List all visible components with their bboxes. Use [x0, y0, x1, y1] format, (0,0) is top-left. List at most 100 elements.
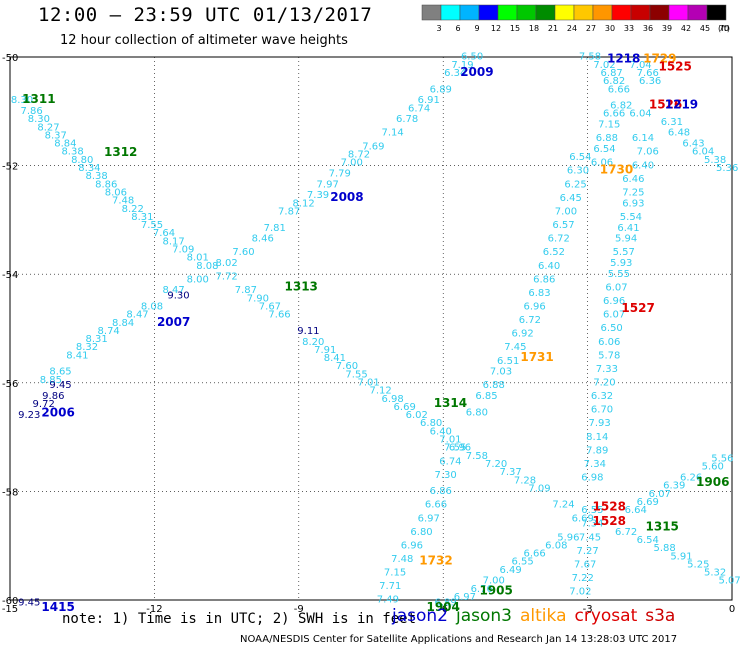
x-tick-label: -9 — [294, 604, 304, 615]
map-title: 12:00 — 23:59 UTC 01/13/2017 — [38, 4, 373, 26]
wave-height-value: 7.48 — [391, 554, 413, 565]
track-s3a-1525: 7.047.666.36 6.04 6.14 7.06 6.40 6.316.486.43… — [629, 60, 738, 174]
wave-height-value: 5.91 — [670, 551, 692, 562]
wave-height-value: 5.96 — [557, 532, 579, 543]
satellite-jason2: jason2 — [392, 606, 448, 626]
wave-height-value: 6.50 — [461, 52, 483, 63]
y-tick-label: -60 — [2, 596, 18, 607]
wave-height-value: 6.54 — [637, 535, 659, 546]
wave-height-value: 6.55 — [581, 505, 603, 516]
wave-height-value: 7.45 — [579, 532, 601, 543]
map-grid — [9, 56, 733, 601]
wave-height-value: 6.26 — [680, 473, 702, 484]
wave-height-value: 7.25 — [622, 187, 644, 198]
wave-height-value: 6.49 — [499, 565, 521, 576]
wave-height-value: 5.93 — [610, 258, 632, 269]
wave-height-value: 8.84 — [54, 139, 76, 150]
wave-height-value: 6.07 — [603, 310, 625, 321]
map-subtitle: 12 hour collection of altimeter wave hei… — [60, 33, 348, 48]
wave-height-value: 6.86 — [430, 486, 452, 497]
wave-height-value: 7.00 — [341, 158, 363, 169]
wave-height-value: 7.37 — [499, 467, 521, 478]
pass-number-label: 1218 — [607, 51, 640, 65]
wave-height-value: 9.11 — [297, 326, 319, 337]
legend-label: 21 — [548, 24, 558, 33]
legend-label: 9 — [474, 24, 479, 33]
wave-height-value: 8.65 — [49, 367, 71, 378]
wave-height-value: 6.72 — [615, 527, 637, 538]
wave-height-value: 7.45 — [504, 342, 526, 353]
wave-height-value: 6.64 — [625, 505, 647, 516]
wave-height-value: 6.66 — [524, 549, 546, 560]
wave-height-value: 6.06 — [591, 158, 613, 169]
wave-height-value: 7.00 — [555, 206, 577, 217]
wave-height-value: 6.32 — [591, 391, 613, 402]
wave-height-value: 8.31 — [86, 334, 108, 345]
wave-height-value: 7.20 — [593, 378, 615, 389]
wave-height-value: 7.28 — [514, 475, 536, 486]
track-jason2-2006-lower: 9.459.869.729.239.309.119.45 — [18, 291, 319, 609]
wave-height-value: 6.57 — [552, 220, 574, 231]
wave-height-value: 7.15 — [384, 568, 406, 579]
satellite-jason3: jason3 — [456, 606, 512, 626]
pass-number-label: 1730 — [600, 163, 633, 177]
wave-height-value: 6.91 — [418, 95, 440, 106]
wave-height-value: 8.32 — [76, 342, 98, 353]
wave-height-value: 8.72 — [348, 149, 370, 160]
x-tick-label: 0 — [729, 604, 735, 615]
wave-height-value: 6.07 — [605, 282, 627, 293]
wave-height-value: 8.17 — [163, 236, 185, 247]
credit-line: NOAA/NESDIS Center for Satellite Applica… — [240, 634, 678, 645]
legend-swatch — [421, 4, 442, 21]
wave-height-value: 7.55 — [141, 220, 163, 231]
wave-height-value: 5.78 — [598, 350, 620, 361]
track-jason2-2006-2009: 8.858.658.418.328.318.748.848.478.088.47… — [40, 52, 483, 386]
footer-note: note: 1) Time is in UTC; 2) SWH is in fe… — [62, 611, 417, 627]
wave-height-value: 8.06 — [105, 187, 127, 198]
wave-height-value: 6.34 — [444, 68, 466, 79]
wave-height-value: 6.96 — [401, 540, 423, 551]
pass-number-label: 1732 — [419, 554, 452, 568]
wave-height-value: 6.89 — [430, 84, 452, 95]
wave-height-value: 7.86 — [21, 106, 43, 117]
wave-height-value: 5.57 — [613, 247, 635, 258]
wave-height-value: 8.74 — [98, 326, 120, 337]
wave-height-value: 6.30 — [567, 166, 589, 177]
y-tick-label: -56 — [2, 379, 18, 390]
wave-height-value: 7.69 — [362, 141, 384, 152]
wave-height-value: 7.66 — [268, 310, 290, 321]
wave-height-value: 6.74 — [408, 103, 430, 114]
wave-height-value: 8.41 — [324, 353, 346, 364]
wave-height-value: 6.69 — [637, 497, 659, 508]
wave-height-value: 5.60 — [702, 462, 724, 473]
wave-height-value: 9.86 — [42, 391, 64, 402]
wave-height-value: 7.04 — [629, 60, 651, 71]
pass-number-label: 1314 — [434, 396, 467, 410]
track-jason3-1906: 5.565.606.266.396.076.696.64 — [625, 454, 734, 517]
track-altika-1731: 6.54 6.30 6.25 6.45 7.00 6.57 6.72 6.52 6.40 6.86… — [377, 152, 592, 606]
wave-height-value: 9.23 — [18, 410, 40, 421]
y-tick-label: -52 — [2, 162, 18, 173]
legend-label: 39 — [662, 24, 672, 33]
wave-height-value: 8.30 — [28, 114, 50, 125]
legend-label: 12 — [491, 24, 501, 33]
wave-height-value: 6.40 — [632, 160, 654, 171]
wave-height-value: 6.46 — [622, 174, 644, 185]
wave-height-value: 7.48 — [112, 196, 134, 207]
wave-height-value: 5.32 — [704, 568, 726, 579]
wave-height-value: 7.12 — [369, 386, 391, 397]
wave-height-value: 8.14 — [586, 432, 608, 443]
wave-height-value: 6.69 — [394, 402, 416, 413]
wave-height-value: 7.60 — [336, 361, 358, 372]
wave-height-value: 8.85 — [40, 375, 62, 386]
wave-height-value: 7.34 — [581, 519, 603, 530]
wave-height-value: 6.80 — [420, 418, 442, 429]
wave-height-value: 6.87 — [601, 68, 623, 79]
wave-height-value: 8.86 — [95, 179, 117, 190]
wave-height-value: 5.55 — [608, 269, 630, 280]
wave-height-value: 7.97 — [317, 179, 339, 190]
wave-height-value: 7.14 — [382, 128, 404, 139]
wave-height-value: 8.38 — [86, 171, 108, 182]
wave-height-value: 6.98 — [382, 394, 404, 405]
